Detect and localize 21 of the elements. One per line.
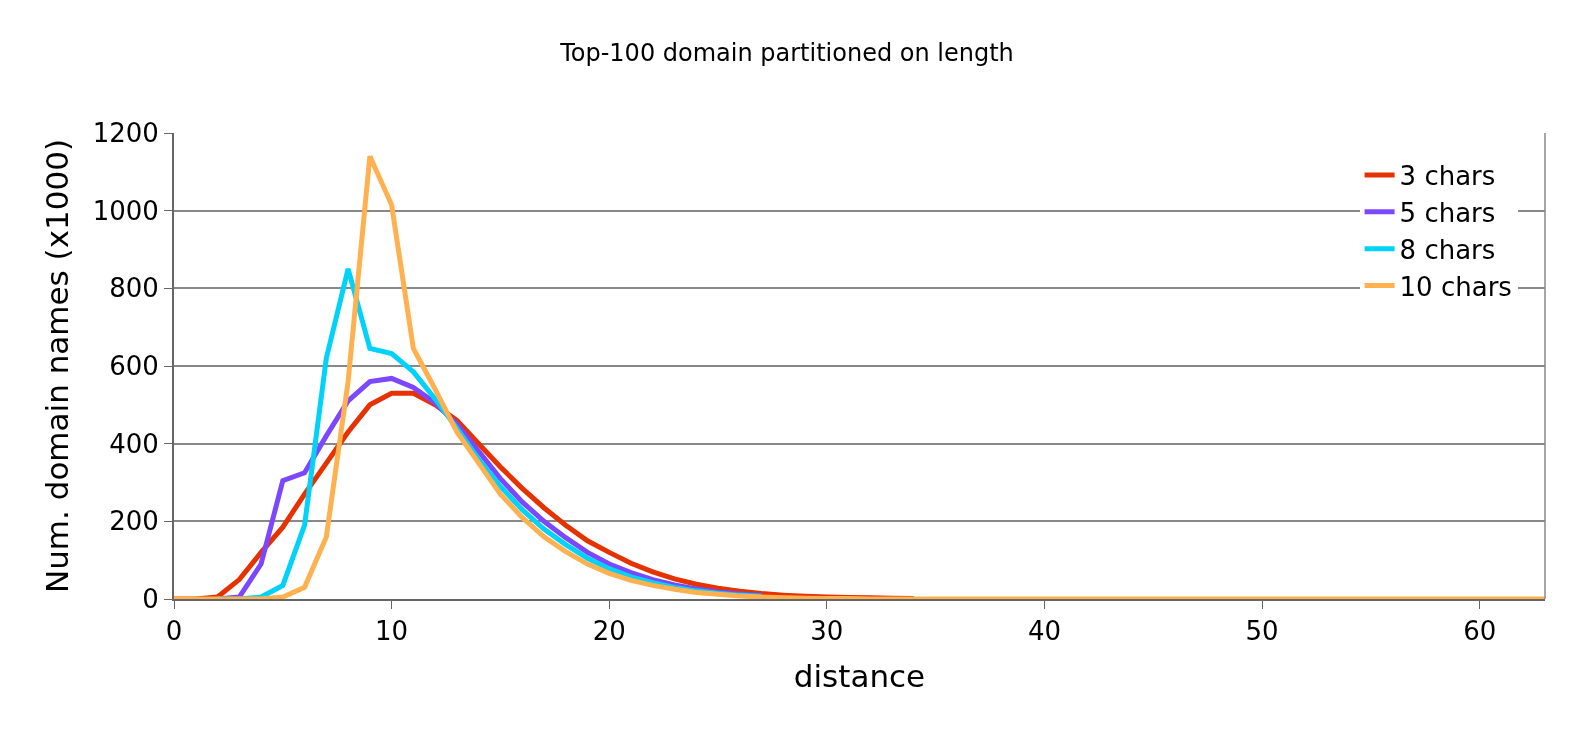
y-tick-label: 200 [109, 506, 159, 537]
x-tick-label: 60 [1463, 616, 1497, 647]
x-tick-label: 20 [592, 616, 626, 647]
x-tick-label: 30 [810, 616, 844, 647]
y-axis-title: Num. domain names (x1000) [38, 138, 75, 594]
x-tick-label: 10 [375, 616, 409, 647]
x-tick-label: 40 [1027, 616, 1062, 647]
legend-label: 10 chars [1399, 271, 1512, 302]
y-tick-label: 400 [109, 428, 159, 459]
x-tick-label: 50 [1245, 616, 1279, 647]
x-tick-label: 0 [165, 616, 183, 647]
chart-title: Top-100 domain partitioned on length [559, 39, 1014, 68]
x-axis-title: distance [793, 657, 926, 694]
legend-label: 3 chars [1399, 161, 1496, 192]
legend-label: 5 chars [1399, 197, 1496, 228]
legend-label: 8 chars [1399, 234, 1496, 265]
y-tick-label: 1200 [92, 118, 159, 149]
y-tick-label: 600 [109, 351, 159, 382]
y-tick-label: 1000 [92, 195, 159, 226]
y-tick-label: 800 [109, 273, 159, 304]
y-tick-label: 0 [142, 584, 159, 615]
